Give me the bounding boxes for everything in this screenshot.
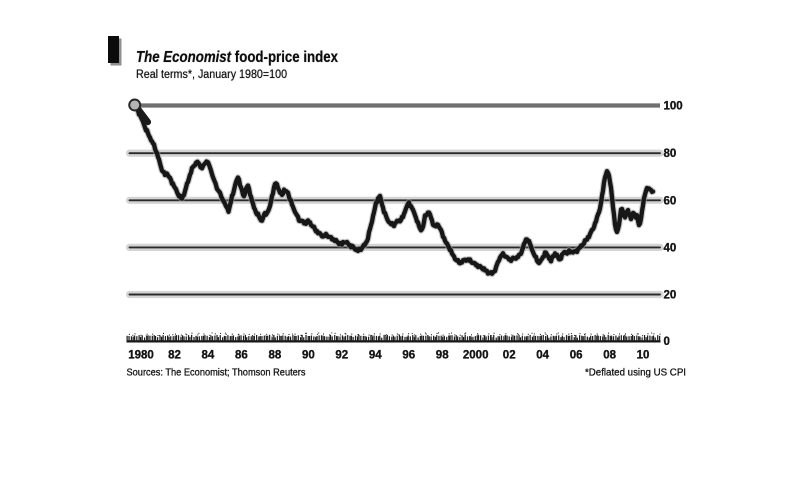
svg-text:90: 90 <box>302 350 315 362</box>
svg-text:96: 96 <box>402 350 415 362</box>
svg-text:04: 04 <box>536 350 549 362</box>
svg-text:02: 02 <box>503 350 516 362</box>
svg-text:10: 10 <box>637 350 650 362</box>
svg-text:88: 88 <box>269 350 282 362</box>
svg-text:60: 60 <box>664 195 677 207</box>
svg-text:100: 100 <box>664 101 683 113</box>
svg-text:94: 94 <box>369 350 382 362</box>
svg-text:1980: 1980 <box>128 350 154 362</box>
svg-text:86: 86 <box>235 350 248 362</box>
svg-text:06: 06 <box>570 350 583 362</box>
svg-text:40: 40 <box>664 242 677 254</box>
svg-text:*Deflated using US CPI: *Deflated using US CPI <box>585 367 686 379</box>
svg-text:Sources: The Economist; Thomso: Sources: The Economist; Thomson Reuters <box>127 367 306 379</box>
svg-text:08: 08 <box>603 350 616 362</box>
svg-text:0: 0 <box>664 336 670 348</box>
svg-text:92: 92 <box>335 350 348 362</box>
svg-text:20: 20 <box>664 290 677 302</box>
svg-text:80: 80 <box>664 148 677 160</box>
svg-text:82: 82 <box>168 350 181 362</box>
svg-text:2000: 2000 <box>463 350 489 362</box>
svg-text:98: 98 <box>436 350 449 362</box>
svg-text:84: 84 <box>202 350 215 362</box>
